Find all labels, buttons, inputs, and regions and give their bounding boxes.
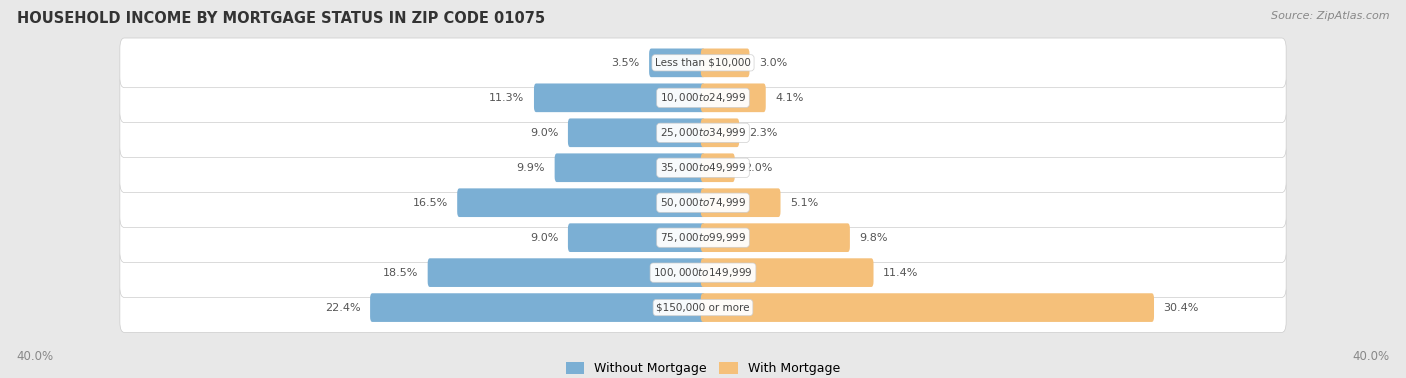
FancyBboxPatch shape <box>370 293 706 322</box>
FancyBboxPatch shape <box>650 48 706 77</box>
FancyBboxPatch shape <box>568 223 706 252</box>
Text: 2.3%: 2.3% <box>749 128 778 138</box>
FancyBboxPatch shape <box>700 153 735 182</box>
FancyBboxPatch shape <box>554 153 706 182</box>
Text: 5.1%: 5.1% <box>790 198 818 208</box>
Text: $10,000 to $24,999: $10,000 to $24,999 <box>659 91 747 104</box>
Text: 9.0%: 9.0% <box>530 233 558 243</box>
FancyBboxPatch shape <box>700 118 740 147</box>
FancyBboxPatch shape <box>120 143 1286 192</box>
FancyBboxPatch shape <box>534 84 706 112</box>
Text: HOUSEHOLD INCOME BY MORTGAGE STATUS IN ZIP CODE 01075: HOUSEHOLD INCOME BY MORTGAGE STATUS IN Z… <box>17 11 546 26</box>
Text: Source: ZipAtlas.com: Source: ZipAtlas.com <box>1271 11 1389 21</box>
Text: $75,000 to $99,999: $75,000 to $99,999 <box>659 231 747 244</box>
Text: 22.4%: 22.4% <box>325 303 360 313</box>
Text: 30.4%: 30.4% <box>1164 303 1199 313</box>
Text: 9.8%: 9.8% <box>859 233 889 243</box>
FancyBboxPatch shape <box>700 188 780 217</box>
FancyBboxPatch shape <box>120 248 1286 297</box>
FancyBboxPatch shape <box>700 48 749 77</box>
Text: 9.0%: 9.0% <box>530 128 558 138</box>
Text: 9.9%: 9.9% <box>516 163 546 173</box>
Text: 40.0%: 40.0% <box>1353 350 1389 363</box>
FancyBboxPatch shape <box>120 213 1286 262</box>
FancyBboxPatch shape <box>700 223 849 252</box>
Text: $50,000 to $74,999: $50,000 to $74,999 <box>659 196 747 209</box>
Text: 3.5%: 3.5% <box>612 58 640 68</box>
FancyBboxPatch shape <box>120 73 1286 122</box>
FancyBboxPatch shape <box>700 258 873 287</box>
FancyBboxPatch shape <box>427 258 706 287</box>
FancyBboxPatch shape <box>120 38 1286 88</box>
FancyBboxPatch shape <box>120 283 1286 332</box>
FancyBboxPatch shape <box>568 118 706 147</box>
Text: 11.3%: 11.3% <box>489 93 524 103</box>
Text: $100,000 to $149,999: $100,000 to $149,999 <box>654 266 752 279</box>
Text: 2.0%: 2.0% <box>744 163 773 173</box>
Text: $25,000 to $34,999: $25,000 to $34,999 <box>659 126 747 139</box>
Legend: Without Mortgage, With Mortgage: Without Mortgage, With Mortgage <box>561 357 845 378</box>
Text: 16.5%: 16.5% <box>412 198 447 208</box>
FancyBboxPatch shape <box>120 108 1286 158</box>
Text: 18.5%: 18.5% <box>382 268 418 277</box>
FancyBboxPatch shape <box>700 84 766 112</box>
FancyBboxPatch shape <box>457 188 706 217</box>
Text: 3.0%: 3.0% <box>759 58 787 68</box>
Text: 11.4%: 11.4% <box>883 268 918 277</box>
Text: 40.0%: 40.0% <box>17 350 53 363</box>
Text: Less than $10,000: Less than $10,000 <box>655 58 751 68</box>
Text: $150,000 or more: $150,000 or more <box>657 303 749 313</box>
Text: $35,000 to $49,999: $35,000 to $49,999 <box>659 161 747 174</box>
FancyBboxPatch shape <box>120 178 1286 228</box>
Text: 4.1%: 4.1% <box>775 93 804 103</box>
FancyBboxPatch shape <box>700 293 1154 322</box>
